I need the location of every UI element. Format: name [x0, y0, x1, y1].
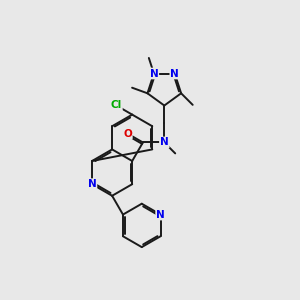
- Text: N: N: [149, 68, 158, 79]
- Text: O: O: [123, 128, 132, 139]
- Text: N: N: [170, 68, 179, 79]
- Text: Cl: Cl: [111, 100, 122, 110]
- Text: N: N: [88, 179, 96, 189]
- Text: N: N: [156, 210, 165, 220]
- Text: N: N: [160, 137, 169, 148]
